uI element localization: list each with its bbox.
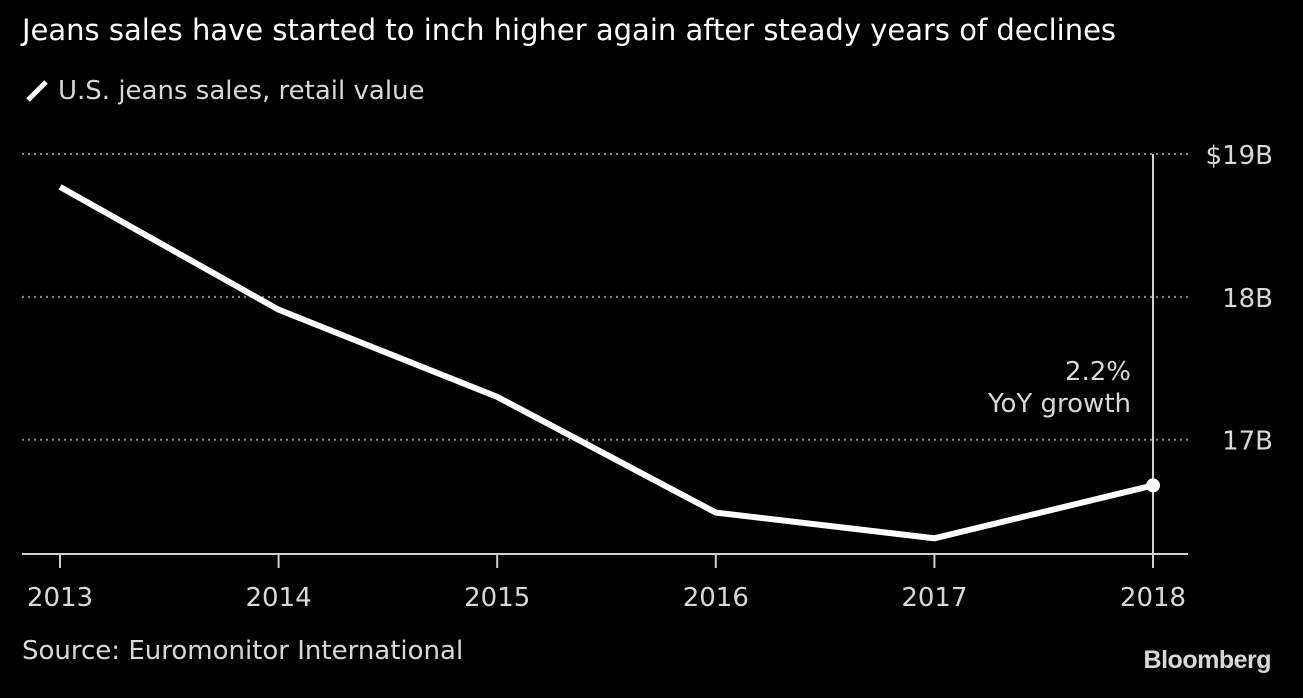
legend-label: U.S. jeans sales, retail value [58,76,425,106]
legend: U.S. jeans sales, retail value [24,74,425,108]
annotation: 2.2%YoY growth [987,357,1131,419]
axes: $19B 18B 17B 2013 2014 2015 2016 2017 2018 [22,141,1273,613]
y-tick-label: 18B [1222,284,1273,314]
y-tick-label: 17B [1222,427,1273,457]
x-tick-label: 2015 [464,583,530,613]
series-line [58,184,1154,542]
x-tick-label: 2018 [1120,583,1186,613]
bloomberg-logo: Bloomberg [1143,646,1272,674]
annotation-text: YoY growth [987,389,1131,419]
source-note: Source: Euromonitor International [22,636,464,666]
x-tick-label: 2014 [246,583,312,613]
series [58,184,1160,542]
x-tick-label: 2017 [901,583,967,613]
gridlines [22,153,1188,554]
last-point-marker [1146,478,1160,493]
annotation-value: 2.2% [1065,357,1131,387]
x-tick-label: 2016 [683,583,749,613]
legend-swatch-icon [26,80,48,102]
chart-title: Jeans sales have started to inch higher … [22,13,1117,47]
y-tick-label: $19B [1206,141,1273,171]
x-tick-label: 2013 [27,583,93,613]
